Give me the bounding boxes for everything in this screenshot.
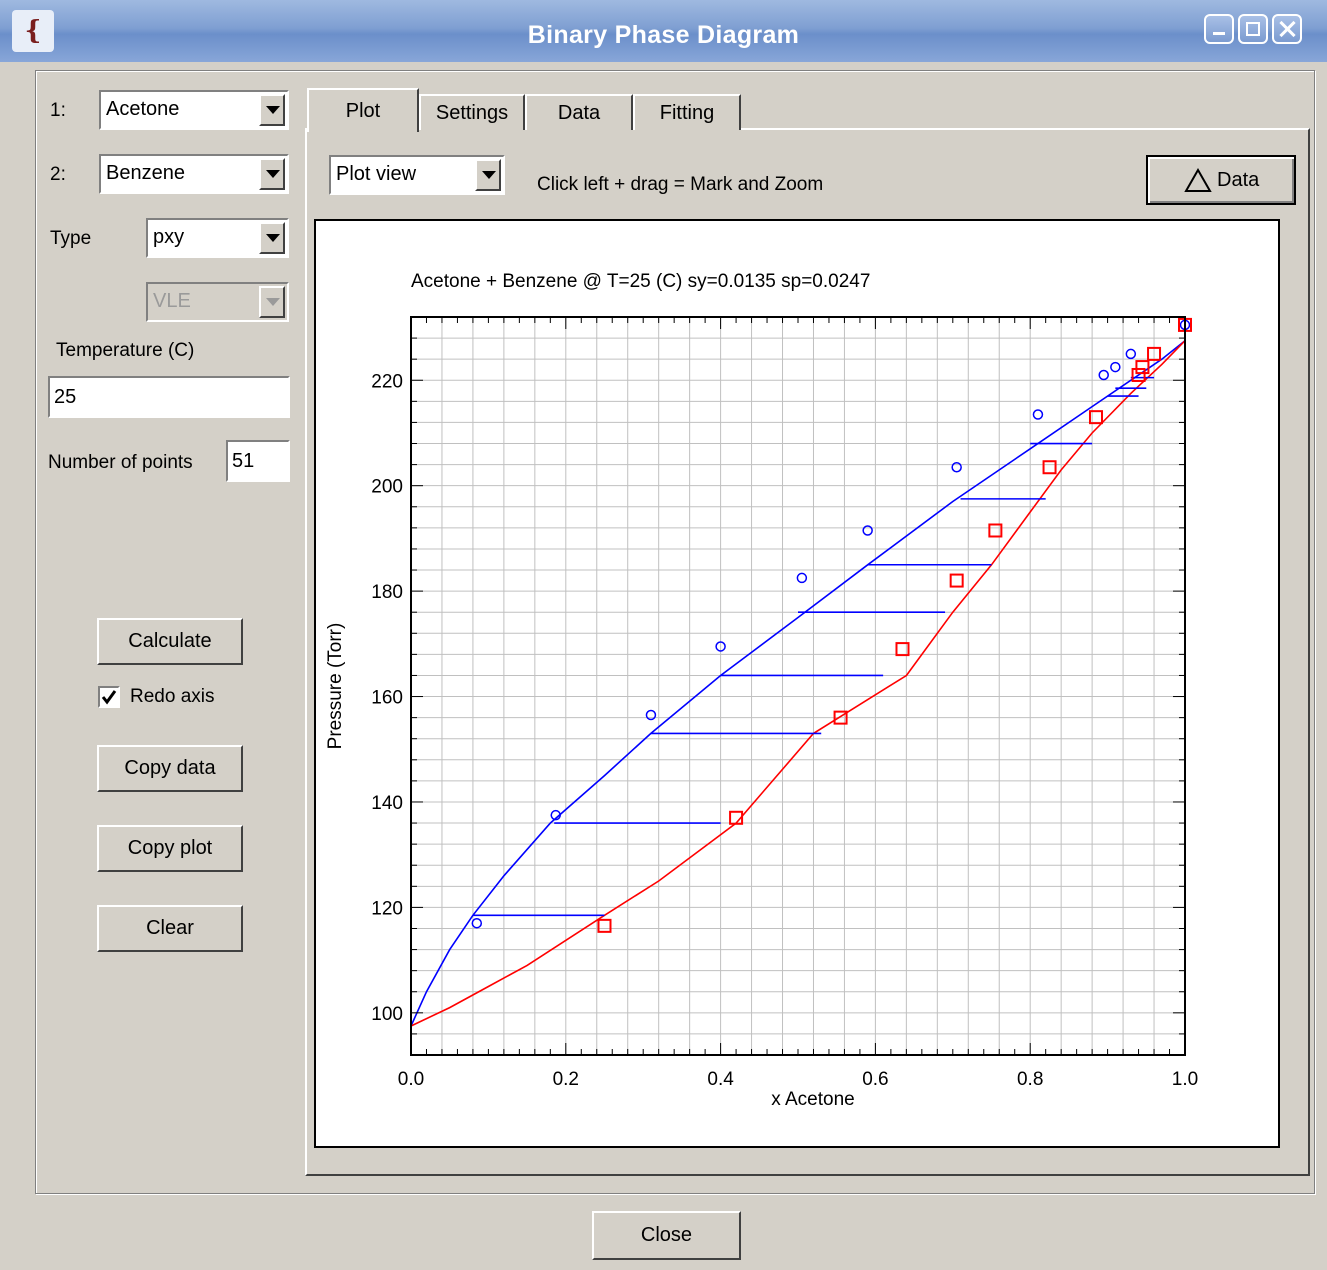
vapor-curve <box>410 340 1186 1027</box>
vapor-data-point <box>471 917 483 929</box>
maximize-button[interactable] <box>1238 14 1268 44</box>
x-tick-label: 1.0 <box>1172 1069 1198 1090</box>
vapor-data-point <box>645 709 657 721</box>
liquid-data-point <box>895 642 910 657</box>
plot-view-value: Plot view <box>336 163 417 185</box>
vapor-data-point <box>550 809 561 821</box>
subtype-select: VLE <box>146 282 289 322</box>
component1-label: 1: <box>50 100 66 121</box>
liquid-data-point <box>597 918 612 933</box>
subtype-value: VLE <box>153 290 191 312</box>
vapor-data-point <box>1098 369 1109 381</box>
y-tick-label: 140 <box>371 793 403 814</box>
x-tick-label: 0.0 <box>398 1069 424 1090</box>
tab-data[interactable]: Data <box>525 94 633 130</box>
delta-data-button[interactable]: Data <box>1146 155 1296 205</box>
type-value: pxy <box>153 226 185 248</box>
liquid-data-point <box>1131 367 1146 382</box>
x-tick-label: 0.6 <box>862 1069 888 1090</box>
x-tick-label: 0.2 <box>553 1069 579 1090</box>
y-tick-label: 220 <box>371 371 403 392</box>
liquid-data-point <box>1147 346 1162 361</box>
plot-canvas[interactable]: Acetone + Benzene @ T=25 (C) sy=0.0135 s… <box>314 219 1280 1148</box>
component2-value: Benzene <box>106 162 185 184</box>
x-axis-label: x Acetone <box>771 1089 854 1110</box>
component2-select[interactable]: Benzene <box>99 154 289 194</box>
component2-label: 2: <box>50 164 66 185</box>
close-window-button[interactable] <box>1272 14 1302 44</box>
vapor-data-point <box>715 641 726 652</box>
liquid-data-point <box>949 573 964 588</box>
y-tick-label: 200 <box>371 477 403 498</box>
calculate-button[interactable]: Calculate <box>97 618 243 665</box>
type-select[interactable]: pxy <box>146 218 289 258</box>
triangle-icon <box>1184 168 1212 192</box>
liquid-data-point <box>1088 410 1103 425</box>
copy-plot-button[interactable]: Copy plot <box>97 825 243 872</box>
chevron-down-icon[interactable] <box>475 159 501 191</box>
liquid-data-point <box>833 710 848 725</box>
component1-value: Acetone <box>106 98 180 120</box>
liquid-curve <box>410 340 1186 1027</box>
chevron-down-icon[interactable] <box>259 94 285 126</box>
chevron-down-icon[interactable] <box>259 222 285 254</box>
vapor-data-point <box>1110 361 1121 373</box>
chevron-down-icon <box>259 286 285 318</box>
plot-view-select[interactable]: Plot view <box>329 155 505 195</box>
copy-data-button[interactable]: Copy data <box>97 745 243 792</box>
y-axis-label: Pressure (Torr) <box>325 623 346 750</box>
tab-plot[interactable]: Plot <box>307 88 419 132</box>
tab-fitting[interactable]: Fitting <box>633 94 741 130</box>
window-title: Binary Phase Diagram <box>527 21 800 49</box>
data-button-label: Data <box>1217 169 1260 191</box>
minimize-button[interactable] <box>1204 14 1234 44</box>
app-logo-icon: { <box>12 10 54 52</box>
component1-select[interactable]: Acetone <box>99 90 289 130</box>
plot-frame <box>410 316 1186 1056</box>
x-tick-label: 0.8 <box>1017 1069 1043 1090</box>
main-frame <box>35 70 1315 1194</box>
close-button[interactable]: Close <box>592 1211 741 1260</box>
redo-axis-label[interactable]: Redo axis <box>130 686 215 707</box>
zoom-hint: Click left + drag = Mark and Zoom <box>537 174 824 195</box>
liquid-data-point <box>988 523 1003 538</box>
title-bar[interactable] <box>0 0 1327 62</box>
chevron-down-icon[interactable] <box>259 158 285 190</box>
vapor-data-point <box>951 461 962 473</box>
type-label: Type <box>50 228 92 249</box>
points-input[interactable] <box>226 440 290 482</box>
y-tick-label: 100 <box>371 1004 403 1025</box>
phase-diagram-chart[interactable]: Acetone + Benzene @ T=25 (C) sy=0.0135 s… <box>316 221 1278 1146</box>
y-tick-label: 120 <box>371 898 403 919</box>
liquid-data-point <box>1135 360 1150 375</box>
chart-title: Acetone + Benzene @ T=25 (C) sy=0.0135 s… <box>411 271 870 292</box>
vapor-data-point <box>862 525 873 536</box>
vapor-data-point <box>1032 409 1044 420</box>
check-icon <box>101 690 117 705</box>
vapor-data-point <box>1125 348 1137 360</box>
clear-button[interactable]: Clear <box>97 905 243 952</box>
vapor-data-point <box>796 572 808 584</box>
liquid-data-point <box>1042 460 1057 475</box>
y-tick-label: 160 <box>371 688 403 709</box>
tab-settings[interactable]: Settings <box>419 94 525 130</box>
x-tick-label: 0.4 <box>707 1069 734 1090</box>
temperature-input[interactable] <box>48 376 290 418</box>
temperature-label: Temperature (C) <box>56 340 195 361</box>
redo-axis-checkbox[interactable] <box>98 686 120 708</box>
points-label: Number of points <box>48 452 193 473</box>
liquid-data-point <box>729 810 744 825</box>
y-tick-label: 180 <box>371 582 403 603</box>
